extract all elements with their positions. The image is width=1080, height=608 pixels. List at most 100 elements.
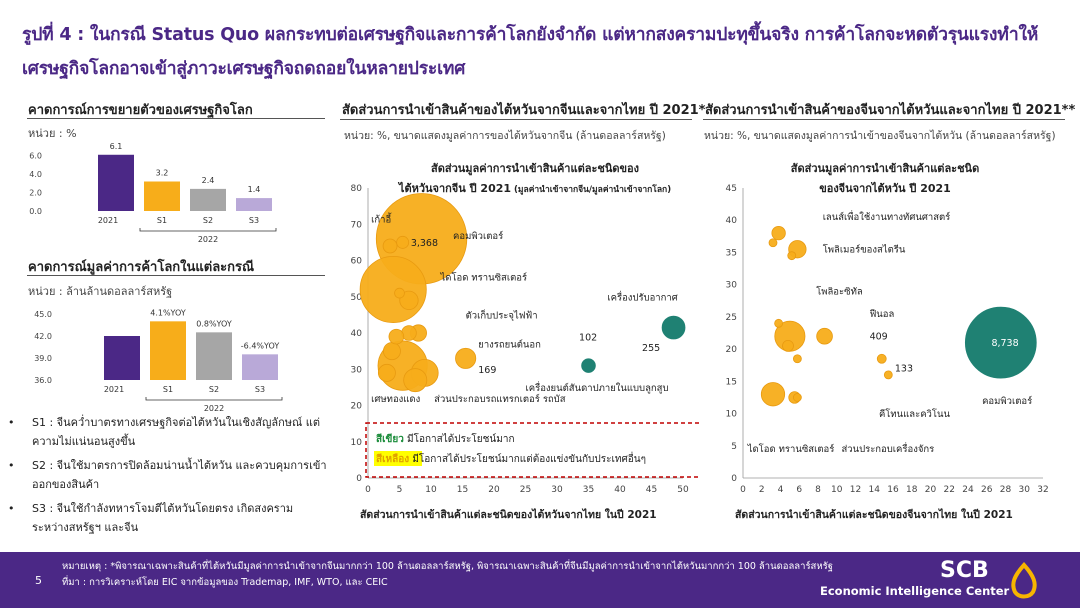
- x-tick-label: 14: [869, 485, 881, 495]
- divider: [340, 119, 692, 120]
- middle-section-title: สัดส่วนการนำเข้าสินค้าของไต้หวันจากจีนแล…: [342, 103, 706, 118]
- bubble: [399, 290, 419, 311]
- x-tick-label: 0: [365, 485, 371, 495]
- y-tick-label: 0.0: [29, 207, 42, 216]
- legend-green: สีเขียว มีโอกาสได้ประโยชน์มาก: [376, 432, 515, 445]
- y-tick-label: 42.0: [34, 332, 52, 341]
- group-bracket: [139, 228, 277, 232]
- scenario-s1: S1 : จีนคว่ำบาตรทางเศรษฐกิจต่อไต้หวันในเ…: [8, 413, 328, 451]
- bubble-label: คอมพิวเตอร์: [982, 395, 1032, 407]
- x-tick-label: 22: [944, 485, 955, 495]
- legend-yellow: สีเหลือง มีโอกาสได้ประโยชน์มากแต่ต้องแข่…: [376, 451, 646, 465]
- bubble: [382, 238, 398, 254]
- bar: [196, 332, 232, 380]
- data-label: -6.4%YOY: [241, 341, 280, 350]
- x-tick-label: 40: [614, 485, 626, 495]
- y-tick-label: 45.0: [34, 310, 52, 319]
- bubble: [876, 353, 887, 364]
- bubble: [660, 314, 687, 341]
- bubble: [394, 287, 405, 299]
- bubble-label: เครื่องยนต์สันดาปภายในแบบลูกสูบ: [526, 381, 669, 394]
- bubble-label: ไดโอด ทรานซิสเตอร์: [439, 271, 527, 283]
- legend-green-text: มีโอกาสได้ประโยชน์มาก: [404, 432, 515, 445]
- y-tick-label: 15: [726, 377, 737, 387]
- bubble: [771, 225, 786, 241]
- growth-chart-title: คาดการณ์การขยายตัวของเศรษฐกิจโลก: [28, 103, 253, 118]
- y-tick-label: 10: [351, 438, 363, 448]
- page-number: 5: [35, 574, 42, 587]
- y-tick-label: 0: [356, 474, 362, 484]
- bubble-label: 8,738: [991, 338, 1018, 349]
- x-tick-label: 6: [796, 485, 802, 495]
- data-label: 2.4: [202, 176, 215, 185]
- trade-unit: หน่วย : ล้านล้านดอลลาร์สหรัฐ: [28, 285, 173, 298]
- y-tick-label: 36.0: [34, 376, 52, 385]
- bubble: [377, 363, 396, 382]
- bubble: [792, 354, 802, 364]
- bubble-label: โพลิอะซิทัล: [816, 285, 863, 297]
- x-tick-label: S3: [255, 385, 265, 394]
- x-tick-label: 2021: [98, 216, 118, 225]
- data-label: 3.2: [156, 169, 169, 178]
- bubble: [963, 305, 1038, 380]
- y-tick-label: 20: [726, 345, 738, 355]
- bubble-label: 169: [478, 365, 496, 376]
- taiwan-import-bubble-chart: 0 10 20 30 40 50 60 70 80 0 5 10 15 20 25 30 35 40 45 50 สัด…: [351, 162, 700, 521]
- x-tick-label: 35: [583, 485, 594, 495]
- right-unit: หน่วย: %, ขนาดแสดงมูลค่าการนำเข้าของจีนจ…: [704, 130, 1056, 142]
- x-tick-label: 15: [457, 485, 468, 495]
- bubble: [396, 235, 410, 249]
- x-axis-label: สัดส่วนการนำเข้าสินค้าแต่ละชนิดของไต้หวั…: [360, 507, 657, 521]
- group-bracket: [145, 397, 283, 401]
- x-tick-label: 10: [831, 485, 843, 495]
- bubble: [816, 327, 833, 345]
- bubble: [455, 347, 477, 369]
- bubble-label: โพลิเมอร์ของสไตรีน: [823, 243, 906, 255]
- y-tick-label: 6.0: [29, 152, 42, 161]
- chart-title-line1: สัดส่วนมูลค่าการนำเข้าสินค้าแต่ละชนิดของ: [431, 162, 639, 176]
- bubble: [782, 339, 794, 352]
- chart-title-line1: สัดส่วนมูลค่าการนำเข้าสินค้าแต่ละชนิด: [791, 162, 979, 176]
- bubble: [774, 318, 784, 328]
- x-tick-label: 32: [1037, 485, 1048, 495]
- x-tick-label: 10: [425, 485, 437, 495]
- x-tick-label: 2: [759, 485, 765, 495]
- bar: [150, 321, 186, 380]
- middle-unit: หน่วย: %, ขนาดแสดงมูลค่าการของไต้หวันจาก…: [344, 130, 666, 142]
- scenario-s3: S3 : จีนใช้กำลังทหารโจมตีไต้หวันโดยตรง เ…: [8, 499, 328, 537]
- data-label: 6.1: [110, 142, 123, 151]
- y-tick-label: 40: [351, 329, 363, 339]
- bubble-label: 102: [579, 332, 597, 343]
- x-tick-label: 0: [740, 485, 746, 495]
- y-tick-label: 0: [731, 474, 737, 484]
- bubble: [787, 251, 797, 261]
- x-tick-label: 20: [925, 485, 937, 495]
- scenario-list: S1 : จีนคว่ำบาตรทางเศรษฐกิจต่อไต้หวันในเ…: [8, 413, 328, 542]
- x-tick-label: 26: [981, 485, 993, 495]
- data-label: 1.4: [248, 185, 261, 194]
- legend-yellow-highlight: [374, 451, 422, 466]
- x-tick-label: S3: [249, 216, 259, 225]
- y-tick-label: 35: [726, 248, 737, 258]
- chart-title-line2: ของจีนจากไต้หวัน ปี 2021: [819, 181, 951, 195]
- scenario-s2: S2 : จีนใช้มาตรการปิดล้อมน่านน้ำไต้หวัน …: [8, 456, 328, 494]
- bubble-label: ส่วนประกอบรถแทรกเตอร์ รถบัส: [434, 393, 566, 405]
- divider: [703, 119, 1065, 120]
- divider: [27, 118, 325, 119]
- footer-bar: 5 หมายเหตุ : *พิจารณาเฉพาะสินค้าที่ไต้หว…: [0, 552, 1080, 608]
- x-tick-label: 8: [815, 485, 821, 495]
- y-tick-label: 5: [731, 442, 737, 452]
- y-tick-label: 50: [351, 293, 363, 303]
- bubble-label: เก้าอี้: [371, 212, 392, 225]
- x-tick-label: 18: [906, 485, 918, 495]
- legend-box: [365, 422, 700, 478]
- bubble: [768, 238, 778, 248]
- bubble-label: ไดโอด ทรานซิสเตอร์: [747, 443, 835, 455]
- footnote: หมายเหตุ : *พิจารณาเฉพาะสินค้าที่ไต้หวัน…: [62, 561, 833, 572]
- legend-yellow-text: มีโอกาสได้ประโยชน์มากแต่ต้องแข่งขันกับปร…: [409, 451, 646, 465]
- bubble-label: คอมพิวเตอร์: [453, 230, 503, 242]
- bubble: [359, 256, 427, 323]
- bubble-label: 409: [870, 331, 888, 342]
- legend-green-key: สีเขียว: [376, 433, 404, 445]
- page-title: รูปที่ 4 : ในกรณี Status Quo ผลกระทบต่อเ…: [22, 25, 1039, 79]
